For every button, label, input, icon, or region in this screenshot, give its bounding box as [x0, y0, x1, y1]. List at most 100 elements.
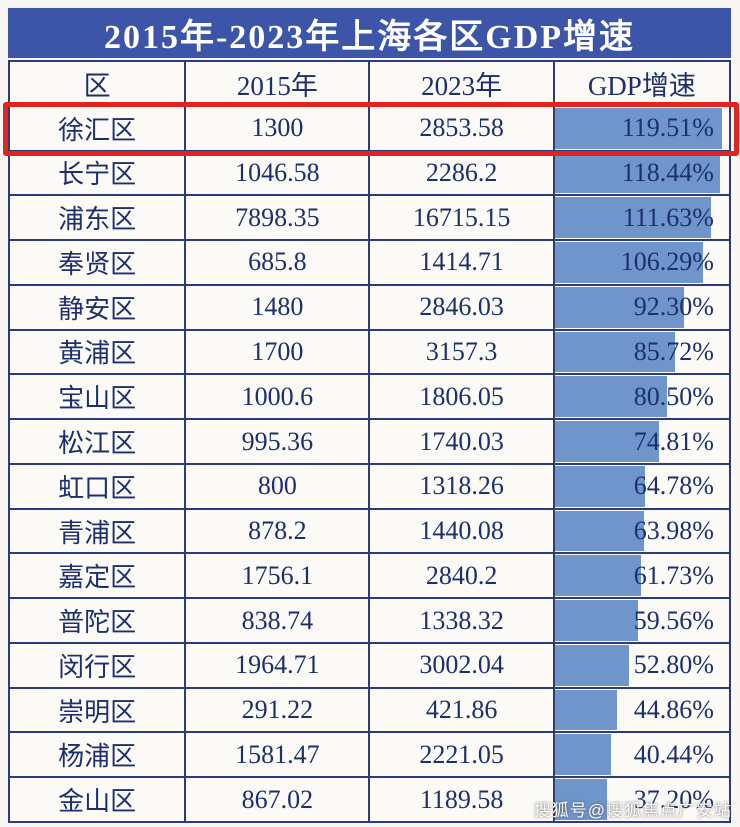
growth-bar	[554, 331, 675, 373]
column-header-district: 区	[10, 62, 187, 107]
table-row: 虹口区 800 1318.26 64.78%	[10, 464, 731, 510]
growth-cell: 111.63%	[554, 196, 731, 242]
value-2023-cell: 2853.58	[370, 106, 555, 152]
value-2015-cell: 1756.1	[186, 554, 371, 600]
growth-bar	[554, 197, 711, 239]
growth-cell: 59.56%	[554, 599, 731, 644]
table-row: 嘉定区 1756.1 2840.2 61.73%	[10, 554, 731, 600]
table-row: 宝山区 1000.6 1806.05 80.50%	[10, 375, 731, 421]
district-cell: 静安区	[10, 285, 187, 331]
value-2015-cell: 1964.71	[186, 643, 371, 689]
value-2023-cell: 421.86	[370, 688, 555, 734]
growth-bar	[554, 421, 660, 462]
column-header-growth: GDP增速	[554, 62, 731, 107]
growth-bar	[554, 600, 639, 641]
page-title: 2015年-2023年上海各区GDP增速	[103, 18, 636, 56]
growth-cell: 119.51%	[554, 106, 731, 152]
table-row: 浦东区 7898.35 16715.15 111.63%	[10, 196, 731, 242]
growth-value: 111.63%	[622, 202, 714, 232]
table-row: 长宁区 1046.58 2286.2 118.44%	[10, 151, 731, 197]
growth-value: 106.29%	[620, 247, 714, 277]
table-row: 普陀区 838.74 1338.32 59.56%	[10, 599, 731, 644]
value-2015-cell: 838.74	[186, 599, 371, 644]
table-header-row: 区 2015年 2023年 GDP增速	[10, 62, 731, 107]
growth-bar	[554, 107, 722, 149]
growth-value: 61.73%	[633, 560, 714, 590]
growth-value: 74.81%	[633, 426, 714, 456]
growth-value: 119.51%	[621, 113, 714, 143]
growth-value: 80.50%	[633, 381, 714, 411]
title-banner: 2015年-2023年上海各区GDP增速	[8, 8, 731, 58]
district-cell: 杨浦区	[10, 733, 187, 779]
gdp-table: 区 2015年 2023年 GDP增速 徐汇区 1300 2853.58 119.51…	[3, 60, 739, 824]
growth-cell: 61.73%	[554, 554, 731, 600]
growth-value: 52.80%	[633, 650, 714, 680]
growth-cell: 64.78%	[554, 464, 731, 510]
value-2015-cell: 1581.47	[186, 733, 371, 779]
value-2023-cell: 1318.26	[370, 464, 555, 510]
growth-value: 92.30%	[633, 292, 714, 322]
value-2023-cell: 3002.04	[370, 643, 555, 689]
growth-value: 40.44%	[633, 739, 714, 769]
district-cell: 普陀区	[10, 599, 187, 644]
growth-value: 59.56%	[633, 605, 714, 635]
value-2015-cell: 1046.58	[186, 151, 371, 197]
value-2015-cell: 878.2	[186, 509, 371, 555]
growth-cell: 74.81%	[554, 420, 731, 465]
growth-cell: 85.72%	[554, 330, 731, 376]
growth-cell: 118.44%	[554, 151, 731, 197]
district-cell: 闵行区	[10, 643, 187, 689]
growth-bar	[554, 152, 721, 194]
growth-value: 64.78%	[633, 471, 714, 501]
column-header-2015: 2015年	[186, 62, 371, 107]
value-2015-cell: 800	[186, 464, 371, 510]
district-cell: 黄浦区	[10, 330, 187, 376]
growth-value: 37.20%	[633, 784, 714, 814]
growth-cell: 106.29%	[554, 241, 731, 286]
value-2023-cell: 1740.03	[370, 420, 555, 465]
value-2023-cell: 1806.05	[370, 375, 555, 421]
table-row: 闵行区 1964.71 3002.04 52.80%	[10, 643, 731, 689]
value-2023-cell: 2286.2	[370, 151, 555, 197]
value-2015-cell: 1480	[186, 285, 371, 331]
growth-cell: 52.80%	[554, 643, 731, 689]
value-2015-cell: 7898.35	[186, 196, 371, 242]
value-2023-cell: 2840.2	[370, 554, 555, 600]
growth-cell: 37.20%	[554, 778, 731, 824]
table-row: 杨浦区 1581.47 2221.05 40.44%	[10, 733, 731, 779]
growth-bar	[554, 510, 645, 552]
value-2023-cell: 1338.32	[370, 599, 555, 644]
growth-bar	[554, 376, 668, 418]
district-cell: 虹口区	[10, 464, 187, 510]
district-cell: 浦东区	[10, 196, 187, 242]
table-row: 崇明区 291.22 421.86 44.86%	[10, 688, 731, 734]
district-cell: 长宁区	[10, 151, 187, 197]
value-2015-cell: 685.8	[186, 241, 371, 286]
value-2023-cell: 2221.05	[370, 733, 555, 779]
growth-cell: 80.50%	[554, 375, 731, 421]
table-row: 青浦区 878.2 1440.08 63.98%	[10, 509, 731, 555]
growth-value: 118.44%	[621, 157, 714, 187]
growth-cell: 63.98%	[554, 509, 731, 555]
growth-bar	[554, 465, 646, 507]
growth-bar	[554, 644, 629, 686]
value-2015-cell: 1300	[186, 106, 371, 152]
growth-value: 85.72%	[633, 336, 714, 366]
district-cell: 宝山区	[10, 375, 187, 421]
district-cell: 徐汇区	[10, 106, 187, 152]
district-cell: 崇明区	[10, 688, 187, 734]
value-2023-cell: 1414.71	[370, 241, 555, 286]
value-2023-cell: 2846.03	[370, 285, 555, 331]
table-row: 黄浦区 1700 3157.3 85.72%	[10, 330, 731, 376]
growth-cell: 92.30%	[554, 285, 731, 331]
growth-bar	[554, 779, 607, 821]
growth-bar	[554, 734, 612, 776]
district-cell: 青浦区	[10, 509, 187, 555]
district-cell: 奉贤区	[10, 241, 187, 286]
value-2015-cell: 995.36	[186, 420, 371, 465]
growth-bar	[554, 555, 642, 597]
growth-cell: 44.86%	[554, 688, 731, 734]
growth-cell: 40.44%	[554, 733, 731, 779]
value-2023-cell: 1440.08	[370, 509, 555, 555]
